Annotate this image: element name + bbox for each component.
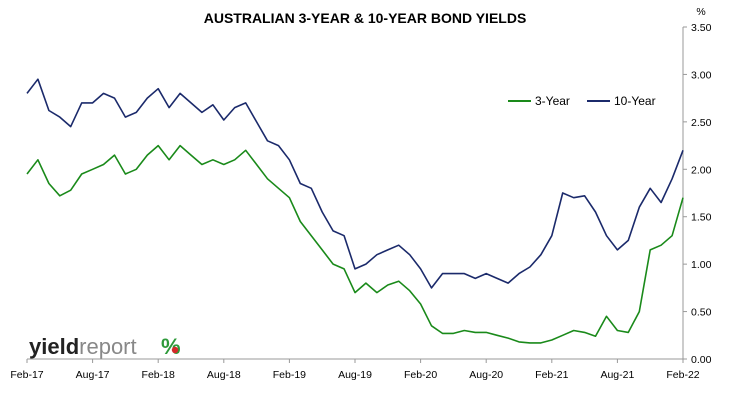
series-lines (26, 78, 684, 344)
y-tick-label: 3.50 (691, 22, 712, 34)
y-tick-label: 0.00 (691, 354, 712, 366)
x-tick-label: Feb-20 (404, 369, 437, 381)
y-axis-ticks: 0.00 0.50 1.00 1.50 2.00 2.50 3.00 3.50 (683, 22, 712, 366)
x-tick-label: Aug-18 (207, 369, 241, 381)
chart-legend: 3-Year 10-Year (508, 94, 656, 108)
series-line-10-year (26, 78, 684, 289)
legend-label-10-year: 10-Year (614, 94, 656, 108)
series-line-3-year (26, 144, 684, 344)
x-tick-label: Aug-19 (338, 369, 372, 381)
y-tick-label: 3.00 (691, 69, 712, 81)
y-tick-label: 1.00 (691, 259, 712, 271)
x-tick-label: Feb-18 (142, 369, 175, 381)
y-axis-unit-label: % (696, 6, 705, 18)
x-tick-label: Feb-22 (666, 369, 699, 381)
x-tick-label: Aug-21 (600, 369, 634, 381)
y-tick-label: 0.50 (691, 307, 712, 319)
y-tick-label: 2.00 (691, 164, 712, 176)
y-tick-label: 2.50 (691, 117, 712, 129)
legend-label-3-year: 3-Year (535, 94, 570, 108)
x-tick-label: Feb-19 (273, 369, 306, 381)
logo-percent-icon: % (161, 334, 181, 359)
x-tick-label: Feb-17 (10, 369, 43, 381)
plot-frame (27, 27, 684, 360)
x-tick-label: Feb-21 (535, 369, 568, 381)
chart-title: AUSTRALIAN 3-YEAR & 10-YEAR BOND YIELDS (204, 10, 527, 26)
x-axis-ticks: Feb-17 Aug-17 Feb-18 Aug-18 Feb-19 Aug-19 Feb-… (10, 359, 700, 381)
x-tick-label: Aug-20 (469, 369, 503, 381)
logo-red-dot (171, 346, 179, 354)
y-tick-label: 1.50 (691, 212, 712, 224)
yieldreport-logo: yieldreport % (29, 334, 181, 359)
x-tick-label: Aug-17 (76, 369, 110, 381)
logo-wordmark: yieldreport (29, 334, 137, 359)
